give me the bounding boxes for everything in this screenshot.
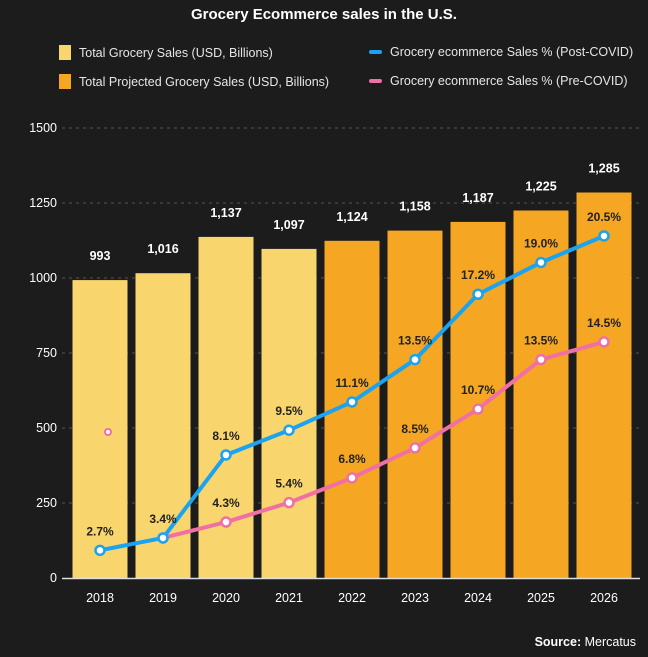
stray-point	[104, 427, 112, 436]
bar-value-label: 1,124	[336, 210, 367, 224]
bar-value-label: 1,285	[588, 162, 619, 176]
line-value-label: 5.4%	[275, 477, 303, 491]
bar-value-label: 993	[90, 249, 111, 263]
legend-item-total-sales: Total Grocery Sales (USD, Billions)	[59, 45, 273, 60]
line-value-label: 17.2%	[461, 268, 495, 282]
legend-item-projected-sales: Total Projected Grocery Sales (USD, Bill…	[59, 74, 329, 89]
line-point	[409, 442, 421, 454]
bar-value-label: 1,137	[210, 206, 241, 220]
line-point	[94, 544, 106, 557]
line-point	[346, 472, 358, 484]
y-tick-label: 750	[36, 346, 57, 360]
x-tick-label: 2021	[275, 591, 303, 605]
line-point	[535, 353, 547, 366]
line-point	[472, 403, 484, 415]
bar-value-label: 1,016	[147, 242, 178, 256]
bar-value-label: 1,187	[462, 191, 493, 205]
bar-value-label: 1,097	[273, 218, 304, 232]
legend-label: Total Projected Grocery Sales (USD, Bill…	[79, 74, 330, 89]
line-point	[220, 449, 232, 461]
x-tick-label: 2018	[86, 591, 114, 605]
line-point	[220, 516, 232, 528]
x-tick-label: 2023	[401, 591, 429, 605]
bar-2021	[261, 248, 317, 578]
line-value-label: 3.4%	[149, 512, 177, 526]
line-value-label: 11.1%	[335, 376, 369, 390]
line-value-label: 13.5%	[398, 334, 432, 348]
source-label: Source:	[534, 635, 582, 649]
line-series-pre-covid	[162, 340, 605, 540]
bar-2019	[135, 273, 191, 578]
bar-2023	[387, 230, 443, 578]
bar-value-label: 1,225	[525, 180, 556, 194]
legend-label: Grocery ecommerce Sales % (Post-COVID)	[390, 45, 634, 59]
line-point	[283, 424, 295, 436]
legend-item-post-covid: Grocery ecommerce Sales % (Post-COVID)	[369, 45, 633, 59]
x-tick-label: 2025	[527, 591, 555, 605]
line-point	[598, 336, 610, 348]
legend-line-icon	[369, 50, 382, 54]
x-tick-label: 2019	[149, 591, 177, 605]
line-point	[346, 396, 358, 408]
legend-swatch-icon	[59, 45, 71, 60]
line-point	[157, 532, 169, 544]
line-value-label: 2.7%	[86, 524, 114, 538]
y-tick-label: 0	[50, 571, 57, 585]
y-tick-label: 500	[36, 421, 57, 435]
bar-value-label: 1,158	[399, 200, 430, 214]
line-value-label: 20.5%	[587, 210, 621, 224]
line-point	[283, 496, 295, 509]
line-value-label: 13.5%	[524, 334, 558, 348]
y-tick-label: 1250	[29, 196, 57, 210]
bar-2024	[450, 221, 506, 578]
line-value-label: 8.5%	[401, 422, 429, 436]
line-value-label: 10.7%	[461, 383, 495, 397]
bar-2026	[576, 192, 632, 578]
line-value-label: 9.5%	[275, 404, 303, 418]
line-value-label: 8.1%	[212, 429, 240, 443]
line-value-label: 6.8%	[338, 452, 366, 466]
line-point	[535, 256, 547, 269]
legend-label: Total Grocery Sales (USD, Billions)	[79, 45, 273, 60]
x-tick-label: 2020	[212, 591, 240, 605]
line-value-label: 4.3%	[212, 496, 240, 510]
legend-swatch-icon	[59, 74, 71, 89]
chart-title: Grocery Ecommerce sales in the U.S.	[191, 6, 457, 23]
source-note: Source: Mercatus	[535, 635, 636, 649]
line-point	[409, 353, 421, 366]
line-value-label: 19.0%	[524, 236, 558, 250]
line-point	[472, 288, 484, 300]
x-tick-label: 2026	[590, 591, 618, 605]
legend-line-icon	[369, 79, 382, 83]
y-tick-label: 250	[36, 496, 57, 510]
source-value: Mercatus	[584, 635, 636, 649]
legend-label: Grocery ecommerce Sales % (Pre-COVID)	[390, 74, 628, 88]
bar-2018	[72, 280, 128, 578]
line-value-label: 14.5%	[587, 316, 621, 330]
x-tick-label: 2022	[338, 591, 366, 605]
y-tick-label: 1000	[29, 271, 57, 285]
x-tick-label: 2024	[464, 591, 492, 605]
y-tick-label: 1500	[29, 121, 57, 135]
legend-item-pre-covid: Grocery ecommerce Sales % (Pre-COVID)	[369, 74, 628, 88]
line-point	[598, 230, 610, 242]
